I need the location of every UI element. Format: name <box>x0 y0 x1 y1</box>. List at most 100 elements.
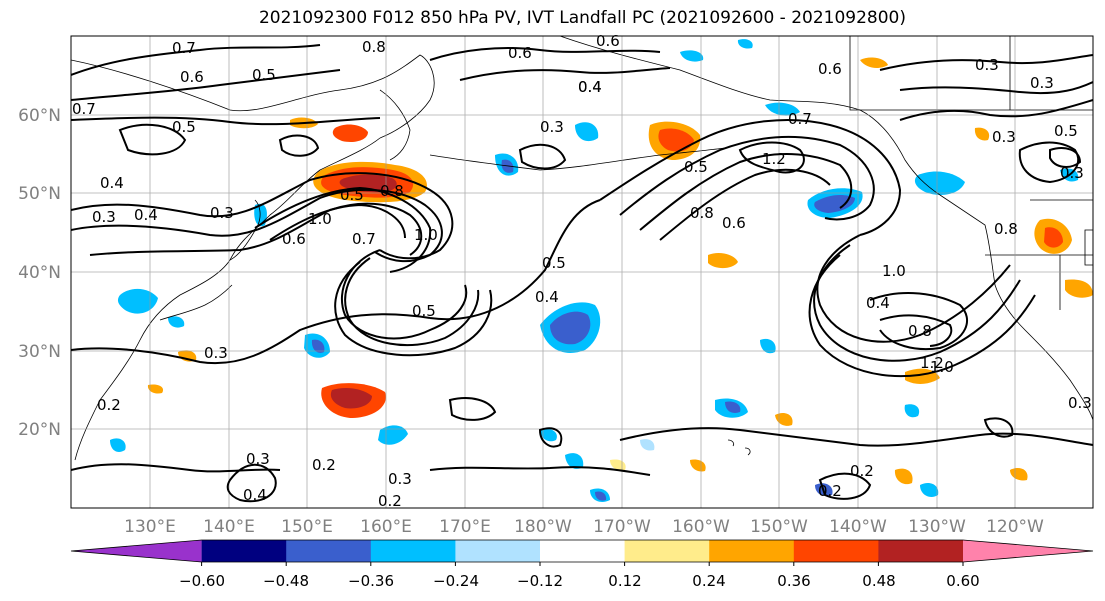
colorbar-swatch <box>624 540 710 562</box>
longitude-label: 150°E <box>281 517 333 537</box>
longitude-label: 130°E <box>124 517 176 537</box>
contour-label: 0.3 <box>388 470 412 488</box>
longitude-label: 180°W <box>514 517 572 537</box>
contour-label: 0.5 <box>252 66 276 84</box>
longitude-label: 140°W <box>829 517 887 537</box>
contour-label: 0.4 <box>100 174 124 192</box>
colorbar-tick-label: 0.12 <box>608 572 641 590</box>
contour-label: 0.5 <box>1054 122 1078 140</box>
colorbar-swatch <box>201 540 287 562</box>
map-title: 2021092300 F012 850 hPa PV, IVT Landfall… <box>258 8 906 28</box>
colorbar-tick-label: −0.48 <box>263 572 309 590</box>
longitude-label: 140°E <box>203 517 255 537</box>
contour-label: 0.8 <box>908 322 932 340</box>
contour-label: 0.8 <box>362 38 386 56</box>
contour-label: 0.4 <box>866 294 890 312</box>
colorbar-tick-label: −0.12 <box>517 572 563 590</box>
contour-label: 0.5 <box>684 158 708 176</box>
contour-label: 0.7 <box>352 230 376 248</box>
colorbar: −0.60 −0.48 −0.36 −0.24 −0.12 0.12 0.24 … <box>70 539 1094 590</box>
contour-label: 0.7 <box>172 39 196 57</box>
contour-label: 1.0 <box>308 210 332 228</box>
contour-label: 0.6 <box>818 60 842 78</box>
colorbar-tick-label: 0.48 <box>862 572 895 590</box>
contour-label: 0.3 <box>1068 394 1092 412</box>
contour-label: 0.8 <box>994 220 1018 238</box>
contour-label: 0.8 <box>380 182 404 200</box>
colorbar-swatches <box>70 539 1094 563</box>
contour-label: 0.2 <box>378 492 402 510</box>
colorbar-swatch <box>370 540 456 562</box>
colorbar-tick-label: 0.36 <box>777 572 810 590</box>
contour-label: 0.6 <box>180 68 204 86</box>
contour-label: 0.4 <box>578 78 602 96</box>
latitude-label: 60°N <box>18 106 61 126</box>
contour-label: 0.5 <box>340 186 364 204</box>
contour-label: 1.2 <box>920 354 944 372</box>
colorbar-swatch <box>286 540 372 562</box>
longitude-label: 170°E <box>439 517 491 537</box>
contour-label: 0.2 <box>312 456 336 474</box>
contour-label: 0.3 <box>540 118 564 136</box>
longitude-label: 160°W <box>672 517 730 537</box>
contour-label: 0.3 <box>992 128 1016 146</box>
contour-label: 0.4 <box>243 486 267 504</box>
colorbar-swatch <box>963 540 1093 562</box>
contour-label: 0.4 <box>535 288 559 306</box>
longitude-label: 150°W <box>750 517 808 537</box>
contour-label: 0.3 <box>210 204 234 222</box>
pv-shading <box>110 39 1093 502</box>
contour-label: 0.3 <box>246 450 270 468</box>
latitude-label: 50°N <box>18 184 61 204</box>
contour-label: 0.7 <box>72 100 96 118</box>
latitude-label: 30°N <box>18 342 61 362</box>
colorbar-tick-label: −0.60 <box>179 572 225 590</box>
latitude-labels: 60°N 50°N 40°N 30°N 20°N <box>18 106 61 440</box>
contour-label: 0.7 <box>788 110 812 128</box>
colorbar-swatch <box>540 540 626 562</box>
colorbar-swatch <box>709 540 795 562</box>
colorbar-tick-label: 0.24 <box>692 572 725 590</box>
contour-label: 0.3 <box>204 344 228 362</box>
contour-label: 0.5 <box>542 254 566 272</box>
longitude-label: 170°W <box>593 517 651 537</box>
latitude-label: 20°N <box>18 420 61 440</box>
colorbar-tick-label: −0.36 <box>348 572 394 590</box>
contour-label: 1.0 <box>414 226 438 244</box>
colorbar-swatch <box>793 540 879 562</box>
contour-labels: 0.7 0.8 0.6 0.5 0.6 0.6 0.4 0.7 0.5 0.3 … <box>72 32 1092 510</box>
contour-label: 0.2 <box>818 482 842 500</box>
contour-label: 0.3 <box>1030 74 1054 92</box>
colorbar-tick-label: −0.24 <box>433 572 479 590</box>
contour-label: 0.6 <box>508 44 532 62</box>
colorbar-swatch <box>71 540 202 562</box>
contour-label: 0.6 <box>282 230 306 248</box>
colorbar-tick-labels: −0.60 −0.48 −0.36 −0.24 −0.12 0.12 0.24 … <box>179 572 980 590</box>
contour-label: 0.4 <box>134 206 158 224</box>
longitude-labels: 130°E 140°E 150°E 160°E 170°E 180°W 170°… <box>124 517 1044 537</box>
colorbar-swatch <box>455 540 541 562</box>
contour-label: 1.0 <box>882 262 906 280</box>
contour-label: 1.2 <box>762 150 786 168</box>
contour-label: 0.3 <box>1060 164 1084 182</box>
contour-label: 0.3 <box>92 208 116 226</box>
contour-label: 0.3 <box>975 56 999 74</box>
contour-label: 1.0 <box>930 358 954 376</box>
contour-label: 0.2 <box>97 396 121 414</box>
map-panel <box>70 35 1094 509</box>
longitude-label: 130°W <box>908 517 966 537</box>
colorbar-ticks <box>201 562 964 566</box>
ivt-contours <box>71 44 1093 503</box>
contour-label: 0.5 <box>172 118 196 136</box>
longitude-label: 120°W <box>986 517 1044 537</box>
contour-label: 0.4 <box>578 78 602 96</box>
colorbar-swatch <box>878 540 964 562</box>
contour-label: 0.8 <box>690 204 714 222</box>
colorbar-tick-label: 0.60 <box>946 572 979 590</box>
contour-label: 0.6 <box>596 32 620 50</box>
contour-label: 0.5 <box>412 302 436 320</box>
latitude-label: 40°N <box>18 263 61 283</box>
contour-label: 0.6 <box>722 214 746 232</box>
longitude-label: 160°E <box>360 517 412 537</box>
